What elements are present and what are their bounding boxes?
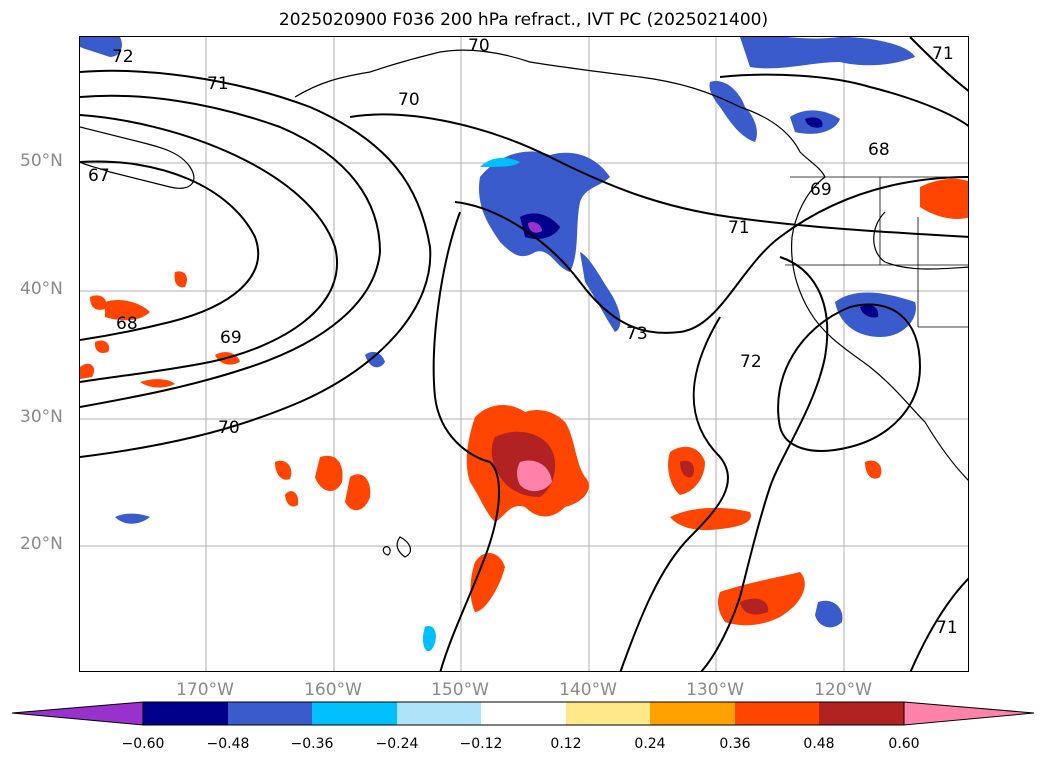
contour-label: 72 <box>112 47 134 67</box>
borders <box>785 176 968 328</box>
contour-label-group: 72 70 71 71 70 67 68 69 71 68 69 73 72 7… <box>88 37 958 638</box>
lon-label-160w: 160°W <box>304 680 362 700</box>
lon-label-130w: 130°W <box>686 680 744 700</box>
lon-label-140w: 140°W <box>559 680 617 700</box>
colorbar-tick: 0.24 <box>634 736 666 752</box>
lat-label-20n: 20°N <box>20 534 63 554</box>
colorbar-segment <box>143 702 228 725</box>
contour-label: 69 <box>220 328 242 348</box>
lon-label-120w: 120°W <box>814 680 872 700</box>
contour-lines <box>80 37 968 671</box>
colorbar-segment <box>228 702 312 725</box>
colorbar-segment <box>397 702 481 725</box>
contour-label: 67 <box>88 166 110 186</box>
colorbar-tick: 0.60 <box>888 736 920 752</box>
colorbar-tick: −0.48 <box>206 736 250 752</box>
colorbar-segment <box>650 702 735 725</box>
positive-shading <box>80 178 968 626</box>
contour-label: 73 <box>626 324 648 344</box>
coastlines <box>80 49 968 558</box>
contour-label: 69 <box>810 180 832 200</box>
contour-label: 71 <box>728 218 750 238</box>
colorbar-tick: −0.60 <box>121 736 165 752</box>
colorbar-tick: −0.12 <box>459 736 503 752</box>
contour-label: 71 <box>207 74 229 94</box>
colorbar-tick: 0.48 <box>803 736 835 752</box>
colorbar-segment <box>312 702 397 725</box>
map-canvas: 72 70 71 71 70 67 68 69 71 68 69 73 72 7… <box>80 37 968 671</box>
colorbar-tick: 0.12 <box>550 736 582 752</box>
graticule <box>80 37 968 671</box>
contour-label: 70 <box>398 90 420 110</box>
colorbar-tick: −0.36 <box>290 736 334 752</box>
colorbar-outline <box>142 701 905 726</box>
contour-label: 71 <box>936 618 958 638</box>
contour-label: 70 <box>218 418 240 438</box>
lat-label-40n: 40°N <box>20 279 63 299</box>
colorbar-tick: 0.36 <box>719 736 751 752</box>
colorbar-segment <box>819 702 904 725</box>
colorbar-segment <box>481 702 566 725</box>
plot-title: 2025020900 F036 200 hPa refract., IVT PC… <box>278 10 769 30</box>
contour-label: 68 <box>116 314 138 334</box>
lat-label-50n: 50°N <box>20 151 63 171</box>
contour-label: 68 <box>868 140 890 160</box>
colorbar-tick: −0.24 <box>375 736 419 752</box>
contour-label: 72 <box>740 352 762 372</box>
lat-label-30n: 30°N <box>20 407 63 427</box>
map-panel: 72 70 71 71 70 67 68 69 71 68 69 73 72 7… <box>79 36 969 672</box>
colorbar-extend-min <box>11 701 144 726</box>
contour-label: 71 <box>932 44 954 64</box>
colorbar <box>11 701 1035 726</box>
colorbar-segment <box>566 702 650 725</box>
lon-label-170w: 170°W <box>176 680 234 700</box>
colorbar-segment <box>735 702 819 725</box>
colorbar-extend-max <box>903 701 1035 726</box>
lon-label-150w: 150°W <box>431 680 489 700</box>
contour-label: 70 <box>468 37 490 56</box>
